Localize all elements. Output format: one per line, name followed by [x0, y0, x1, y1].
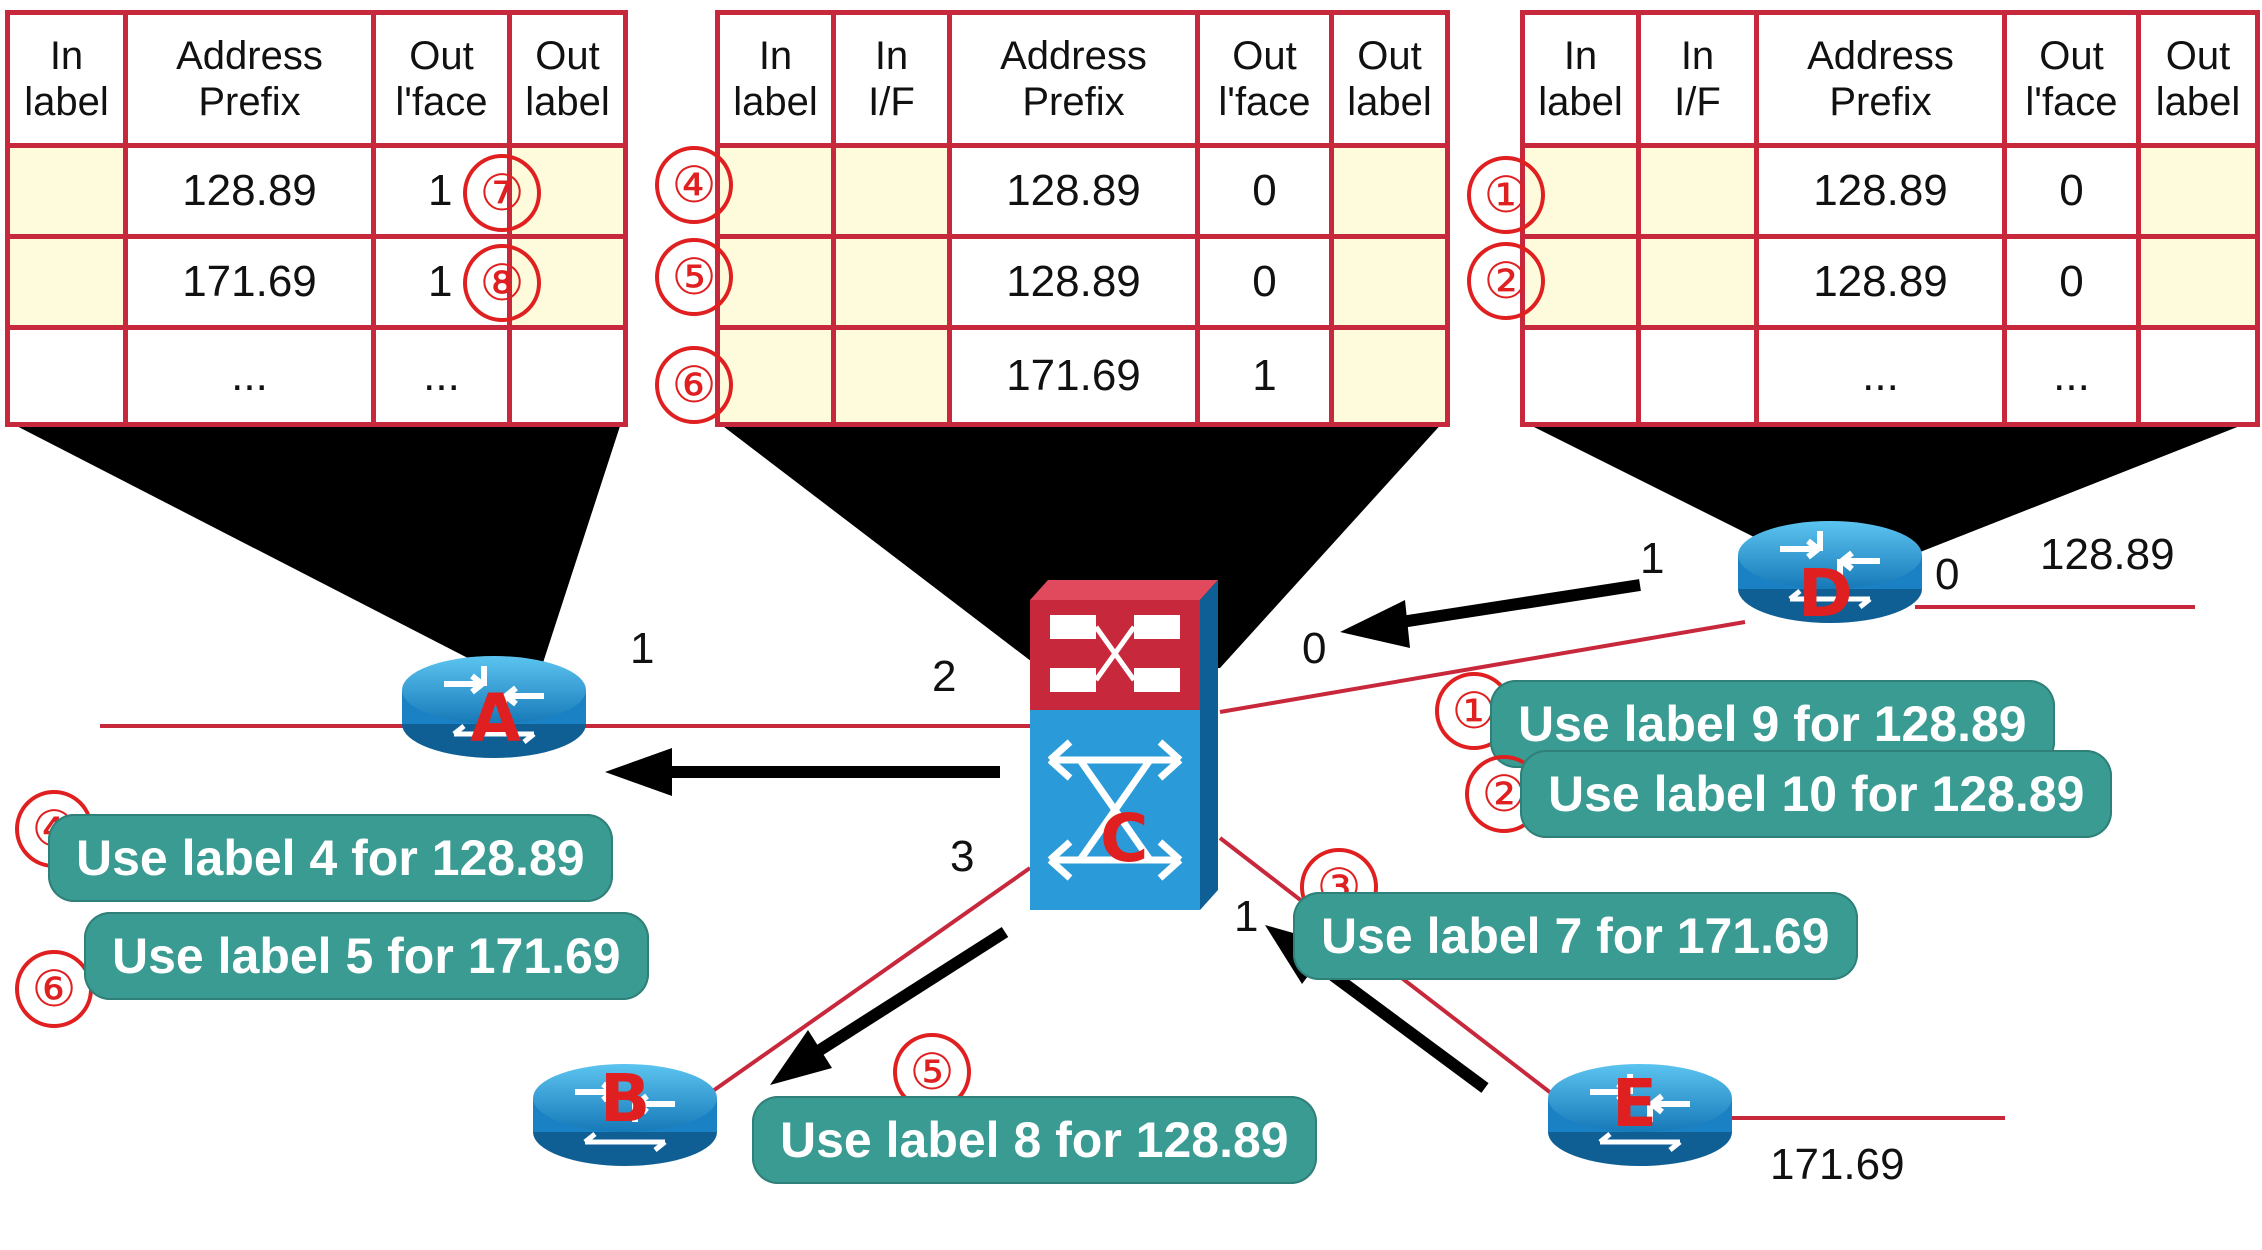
router-d-label: D — [1798, 555, 1853, 632]
label-advert-5: Use label 8 for 128.89 — [752, 1096, 1317, 1184]
header-out-iface: Out l'face — [2002, 10, 2141, 148]
header-in-label: In label — [715, 10, 836, 148]
iface-c-0: 0 — [1302, 624, 1327, 673]
link-c-b — [698, 866, 1032, 1102]
table-row: 171.69 1 — [715, 325, 1450, 427]
step-marker-2: ② — [1467, 242, 1545, 320]
header-out-label: Out label — [1329, 10, 1450, 148]
step-marker-7: ⑦ — [463, 154, 541, 232]
table-row: 128.89 0 — [1520, 143, 2260, 239]
step-marker-4: ④ — [655, 146, 733, 224]
funnel-middle — [715, 420, 1445, 668]
arrow-c-to-a — [605, 748, 1000, 796]
table-row: ...... — [5, 325, 628, 427]
router-e-label: E — [1612, 1065, 1658, 1142]
label-advert-6: Use label 5 for 171.69 — [84, 912, 649, 1000]
network-171-69: 171.69 — [1770, 1140, 1905, 1189]
iface-c-3: 3 — [950, 832, 975, 881]
header-in-label: In label — [5, 10, 128, 148]
arrow-d-to-c — [1340, 579, 1641, 648]
step-marker-6: ⑥ — [655, 346, 733, 424]
header-out-iface: Out l'face — [1195, 10, 1334, 148]
arrow-c-to-b — [770, 926, 1009, 1085]
step-marker-1: ① — [1467, 156, 1545, 234]
router-b-label: B — [600, 1060, 651, 1137]
table-row: 128.89 0 — [715, 234, 1450, 330]
iface-c-1: 1 — [1234, 892, 1259, 941]
header-address-prefix: Address Prefix — [1754, 10, 2007, 148]
header-address-prefix: Address Prefix — [123, 10, 376, 148]
label-advert-3: Use label 7 for 171.69 — [1293, 892, 1858, 980]
funnel-right — [1520, 420, 2255, 560]
step-marker-5: ⑤ — [655, 238, 733, 316]
header-out-label: Out label — [2136, 10, 2260, 148]
label-advert-4: Use label 4 for 128.89 — [48, 814, 613, 902]
table-row: ...... — [1520, 325, 2260, 427]
header-out-iface: Out l'face — [371, 10, 512, 148]
funnel-left — [5, 420, 622, 672]
iface-c-2: 2 — [932, 652, 957, 701]
iface-d-1: 1 — [1640, 534, 1665, 583]
iface-a-1: 1 — [630, 624, 655, 673]
iface-d-0: 0 — [1935, 550, 1960, 599]
switch-c-label: C — [1100, 800, 1149, 877]
header-in-if: In I/F — [1636, 10, 1759, 148]
lfib-table-a: In label Address Prefix Out l'face Out label… — [5, 10, 628, 427]
header-in-label: In label — [1520, 10, 1641, 148]
step-marker-8: ⑧ — [463, 244, 541, 322]
table-row: 128.89 0 — [1520, 234, 2260, 330]
msg-step-6: ⑥ — [15, 950, 93, 1028]
lfib-table-d: In label In I/F Address Prefix Out l'face Ou… — [1520, 10, 2260, 427]
atm-switch-c-icon — [1030, 580, 1218, 910]
router-a-label: A — [470, 680, 522, 757]
network-128-89: 128.89 — [2040, 530, 2175, 579]
header-out-label: Out label — [507, 10, 628, 148]
link-c-d — [1219, 620, 1746, 714]
label-advert-2: Use label 10 for 128.89 — [1520, 750, 2113, 838]
header-in-if: In I/F — [831, 10, 952, 148]
header-address-prefix: Address Prefix — [947, 10, 1200, 148]
lfib-table-c: In label In I/F Address Prefix Out l'face Ou… — [715, 10, 1450, 427]
table-row: 128.89 0 — [715, 143, 1450, 239]
